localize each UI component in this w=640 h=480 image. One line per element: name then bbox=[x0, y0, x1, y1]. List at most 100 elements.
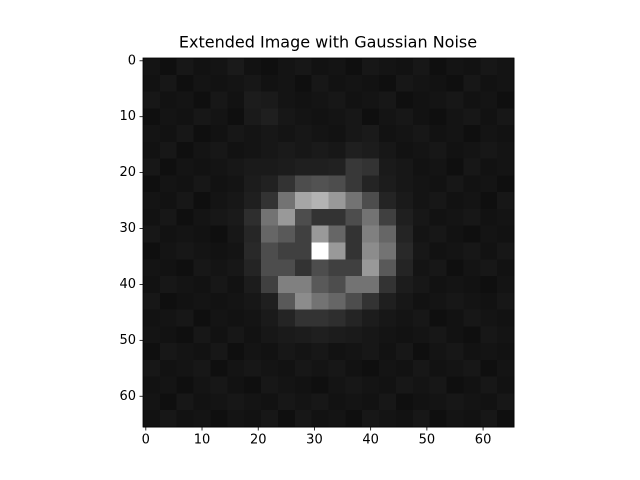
pixel bbox=[294, 326, 313, 344]
pixel bbox=[446, 208, 464, 227]
pixel bbox=[261, 326, 279, 344]
pixel bbox=[277, 175, 296, 193]
pixel bbox=[227, 125, 245, 143]
pixel bbox=[412, 58, 431, 76]
pixel bbox=[328, 108, 346, 126]
pixel bbox=[261, 410, 279, 428]
pixel bbox=[429, 141, 447, 160]
pixel bbox=[412, 309, 431, 327]
pixel bbox=[244, 276, 262, 294]
pixel bbox=[446, 58, 464, 76]
pixel bbox=[429, 359, 447, 378]
pixel bbox=[210, 208, 228, 227]
pixel bbox=[497, 326, 515, 344]
pixel bbox=[227, 225, 245, 243]
pixel bbox=[193, 292, 211, 310]
pixel bbox=[395, 292, 414, 310]
pixel bbox=[261, 158, 279, 176]
pixel bbox=[210, 276, 228, 294]
pixel bbox=[362, 259, 380, 277]
pixel bbox=[379, 242, 397, 260]
y-tick-label: 0 bbox=[128, 53, 136, 68]
pixel bbox=[143, 58, 161, 76]
pixel bbox=[244, 376, 262, 394]
pixel bbox=[497, 292, 515, 310]
pixel bbox=[328, 158, 346, 176]
pixel bbox=[412, 343, 431, 361]
pixel bbox=[497, 141, 515, 160]
pixel bbox=[210, 309, 228, 327]
pixel bbox=[311, 141, 329, 160]
pixel bbox=[210, 192, 228, 210]
pixel bbox=[480, 292, 498, 310]
pixel bbox=[277, 292, 296, 310]
pixel bbox=[463, 58, 481, 76]
pixel bbox=[227, 192, 245, 210]
pixel bbox=[463, 74, 481, 92]
pixel bbox=[176, 326, 194, 344]
pixel bbox=[480, 259, 498, 277]
pixel bbox=[463, 259, 481, 277]
pixel bbox=[362, 141, 380, 160]
pixel bbox=[480, 74, 498, 92]
pixel bbox=[193, 141, 211, 160]
pixel bbox=[244, 309, 262, 327]
pixel bbox=[429, 175, 447, 193]
pixel bbox=[446, 410, 464, 428]
pixel bbox=[261, 359, 279, 378]
pixel bbox=[395, 393, 414, 411]
pixel bbox=[227, 58, 245, 76]
pixel bbox=[497, 376, 515, 394]
pixel bbox=[412, 393, 431, 411]
pixel bbox=[328, 242, 346, 260]
pixel bbox=[379, 359, 397, 378]
pixel bbox=[412, 158, 431, 176]
pixel bbox=[412, 225, 431, 243]
pixel bbox=[345, 74, 363, 92]
pixel bbox=[395, 225, 414, 243]
pixel bbox=[412, 141, 431, 160]
pixel bbox=[395, 74, 414, 92]
pixel bbox=[328, 276, 346, 294]
pixel bbox=[261, 242, 279, 260]
pixel bbox=[429, 309, 447, 327]
pixel bbox=[412, 259, 431, 277]
pixel bbox=[277, 359, 296, 378]
pixel bbox=[193, 158, 211, 176]
pixel bbox=[244, 74, 262, 92]
pixel bbox=[429, 410, 447, 428]
pixel bbox=[379, 309, 397, 327]
pixel bbox=[379, 58, 397, 76]
pixel bbox=[159, 242, 178, 260]
pixel bbox=[176, 58, 194, 76]
pixel bbox=[159, 276, 178, 294]
pixel bbox=[480, 208, 498, 227]
pixel bbox=[193, 309, 211, 327]
pixel bbox=[159, 359, 178, 378]
pixel bbox=[311, 276, 329, 294]
pixel bbox=[176, 410, 194, 428]
pixel bbox=[412, 175, 431, 193]
pixel bbox=[159, 125, 178, 143]
pixel bbox=[463, 393, 481, 411]
pixel bbox=[176, 141, 194, 160]
pixel bbox=[362, 192, 380, 210]
pixel bbox=[497, 175, 515, 193]
pixel bbox=[362, 74, 380, 92]
pixel bbox=[412, 74, 431, 92]
pixel bbox=[446, 158, 464, 176]
x-tick-label: 60 bbox=[475, 433, 492, 448]
y-tick-label: 20 bbox=[119, 165, 136, 180]
pixel bbox=[328, 410, 346, 428]
pixel bbox=[176, 158, 194, 176]
pixel bbox=[294, 242, 313, 260]
pixel bbox=[193, 276, 211, 294]
pixel bbox=[429, 259, 447, 277]
pixel bbox=[395, 158, 414, 176]
pixel bbox=[244, 125, 262, 143]
pixel bbox=[480, 58, 498, 76]
pixel bbox=[328, 292, 346, 310]
pixel bbox=[143, 225, 161, 243]
pixel bbox=[362, 225, 380, 243]
pixel bbox=[463, 208, 481, 227]
